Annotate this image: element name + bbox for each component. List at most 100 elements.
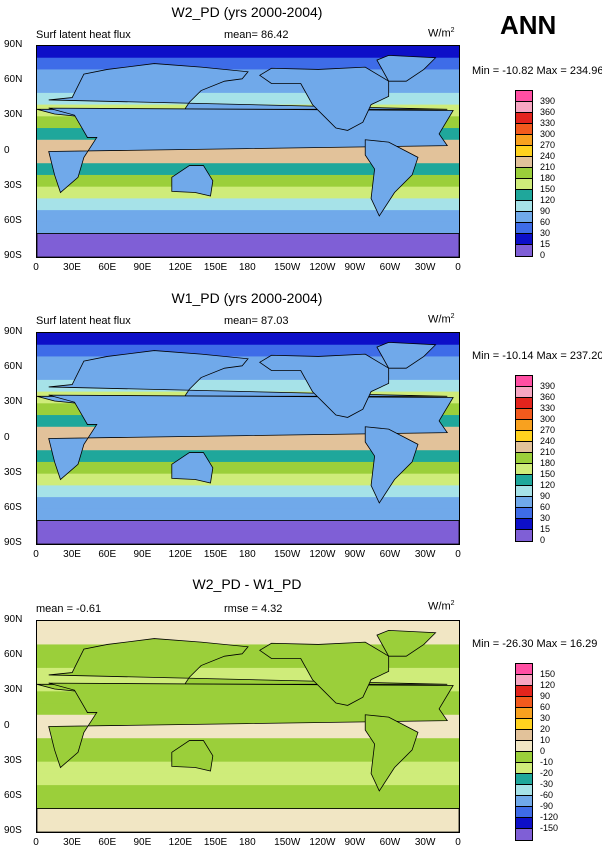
contour-band bbox=[37, 785, 459, 798]
season-label: ANN bbox=[500, 10, 557, 40]
map-panel-difference bbox=[36, 620, 460, 833]
coastline bbox=[364, 714, 419, 792]
lon-tick-label: 0 bbox=[33, 549, 39, 560]
colorbar-cell bbox=[516, 223, 532, 234]
colorbar-cell bbox=[516, 697, 532, 708]
colorbar-label: 150 bbox=[540, 184, 556, 194]
contour-band bbox=[37, 485, 459, 499]
colorbar-label: 0 bbox=[540, 250, 546, 260]
lat-tick-label: 30S bbox=[4, 179, 22, 191]
lon-tick-label: 60W bbox=[379, 549, 401, 560]
colorbar bbox=[515, 375, 533, 542]
lon-tick-label: 120W bbox=[309, 262, 336, 273]
colorbar-cell bbox=[516, 135, 532, 146]
lon-tick-label: 0 bbox=[33, 837, 39, 848]
colorbar-label: -60 bbox=[540, 790, 554, 800]
colorbar-label: 90 bbox=[540, 206, 551, 216]
colorbar-label: 60 bbox=[540, 217, 551, 227]
colorbar-label: 60 bbox=[540, 502, 551, 512]
colorbar-cell bbox=[516, 431, 532, 442]
lon-tick-label: 90E bbox=[133, 549, 152, 560]
colorbar-cell bbox=[516, 201, 532, 212]
lat-tick-label: 60N bbox=[4, 649, 23, 661]
colorbar-label: 15 bbox=[540, 524, 551, 534]
colorbar-cell bbox=[516, 664, 532, 675]
contour-band bbox=[37, 749, 459, 763]
colorbar-label: 20 bbox=[540, 724, 551, 734]
map-panel-w2-pd bbox=[36, 45, 460, 258]
colorbar-cell bbox=[516, 763, 532, 774]
colorbar-cell bbox=[516, 102, 532, 113]
colorbar-label: 0 bbox=[540, 746, 546, 756]
colorbar-label: 330 bbox=[540, 118, 556, 128]
lon-tick-label: 90E bbox=[133, 837, 152, 848]
colorbar-label: -90 bbox=[540, 801, 554, 811]
contour-band bbox=[37, 210, 459, 223]
lon-tick-label: 90W bbox=[344, 262, 366, 273]
colorbar-label: 150 bbox=[540, 469, 556, 479]
colorbar-label: 210 bbox=[540, 447, 556, 457]
colorbar-label: 150 bbox=[540, 669, 556, 679]
colorbar-cell bbox=[516, 741, 532, 752]
lon-tick-label: 90E bbox=[133, 262, 152, 273]
variable-label: Surf latent heat flux bbox=[36, 315, 131, 327]
lon-tick-label: 0 bbox=[455, 837, 461, 848]
lon-tick-label: 150E bbox=[203, 262, 228, 273]
colorbar-cell bbox=[516, 519, 532, 530]
lat-tick-label: 90N bbox=[4, 326, 23, 337]
colorbar-label: 60 bbox=[540, 702, 551, 712]
lon-tick-label: 150W bbox=[274, 549, 301, 560]
colorbar-label: 120 bbox=[540, 480, 556, 490]
colorbar-cell bbox=[516, 409, 532, 420]
coastline bbox=[171, 740, 214, 772]
colorbar-cell bbox=[516, 91, 532, 102]
colorbar-label: -120 bbox=[540, 812, 559, 822]
colorbar-cell bbox=[516, 730, 532, 741]
colorbar bbox=[515, 663, 533, 841]
colorbar-label: 0 bbox=[540, 535, 546, 545]
colorbar-cell bbox=[516, 475, 532, 486]
coastline bbox=[48, 394, 454, 481]
lon-tick-label: 0 bbox=[455, 262, 461, 273]
contour-band bbox=[37, 796, 459, 810]
colorbar-label: 360 bbox=[540, 107, 556, 117]
colorbar-label: -20 bbox=[540, 768, 554, 778]
lat-tick-label: 90S bbox=[4, 250, 22, 261]
lat-tick-label: 90N bbox=[4, 39, 23, 50]
colorbar-label: 270 bbox=[540, 140, 556, 150]
colorbar-label: 10 bbox=[540, 735, 551, 745]
colorbar-label: 270 bbox=[540, 425, 556, 435]
rmse-label: rmse = 4.32 bbox=[224, 603, 283, 615]
colorbar-cell bbox=[516, 807, 532, 818]
lat-tick-label: 30S bbox=[4, 754, 22, 766]
lon-tick-label: 60W bbox=[379, 262, 401, 273]
colorbar-cell bbox=[516, 686, 532, 697]
minmax-label: Min = -26.30 Max = 16.29 bbox=[472, 638, 598, 650]
coastline bbox=[171, 452, 214, 484]
colorbar-cell bbox=[516, 398, 532, 409]
colorbar-label: 120 bbox=[540, 680, 556, 690]
lon-tick-label: 90W bbox=[344, 549, 366, 560]
contour-band bbox=[37, 473, 459, 487]
colorbar-cell bbox=[516, 675, 532, 686]
variable-label: Surf latent heat flux bbox=[36, 29, 131, 41]
lon-tick-label: 150E bbox=[203, 837, 228, 848]
lon-tick-label: 60E bbox=[98, 262, 117, 273]
colorbar-label: 180 bbox=[540, 173, 556, 183]
mean-label: mean= 87.03 bbox=[224, 315, 289, 327]
colorbar-cell bbox=[516, 157, 532, 168]
lat-tick-label: 60S bbox=[4, 789, 22, 801]
lat-tick-label: 60N bbox=[4, 74, 23, 86]
contour-band bbox=[37, 186, 459, 200]
units-label: W/m2 bbox=[428, 313, 455, 326]
colorbar-label: 240 bbox=[540, 151, 556, 161]
contour-band bbox=[37, 461, 459, 475]
lat-tick-label: 0 bbox=[4, 719, 10, 731]
coastline bbox=[258, 641, 390, 706]
lon-tick-label: 120E bbox=[168, 549, 193, 560]
coastline bbox=[364, 426, 419, 504]
colorbar-cell bbox=[516, 719, 532, 730]
colorbar-cell bbox=[516, 530, 532, 541]
lon-tick-label: 120E bbox=[168, 262, 193, 273]
panel-title: W2_PD - W1_PD bbox=[192, 576, 302, 592]
